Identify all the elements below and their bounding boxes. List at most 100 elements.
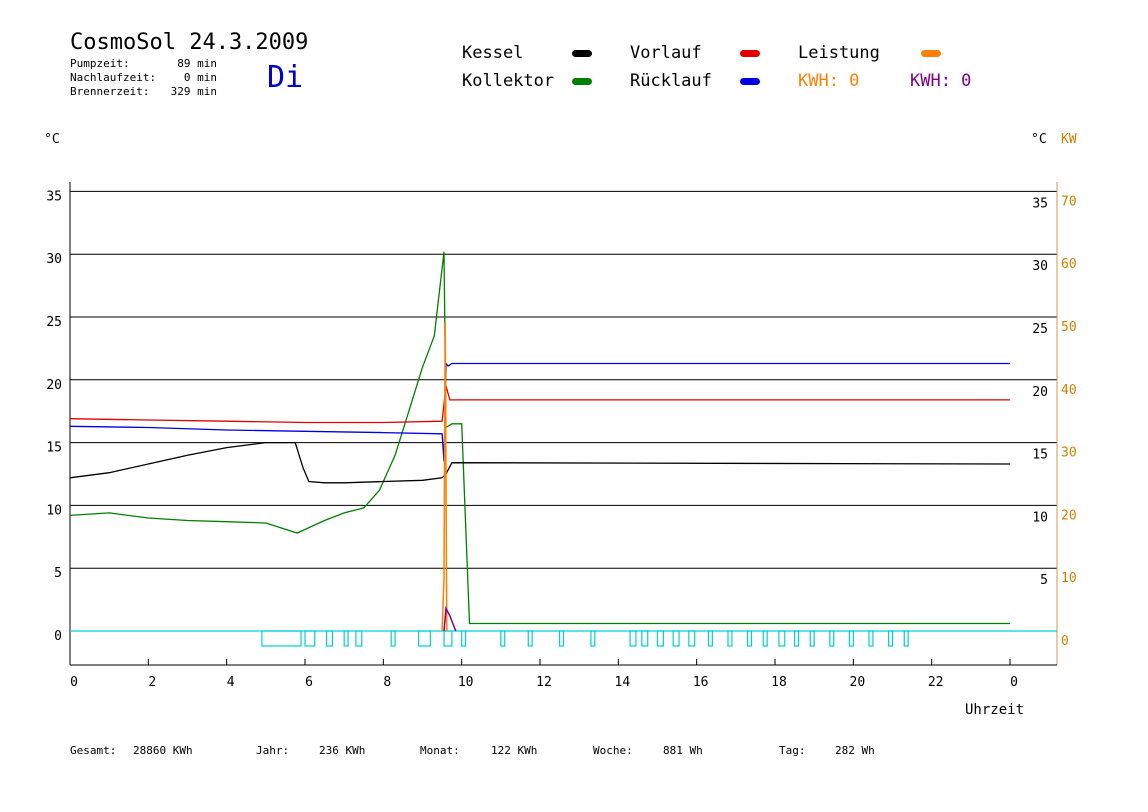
y-tick-label: 20 [46, 378, 62, 393]
series-line-rücklauf [69, 361, 1010, 462]
pump-period-mark [590, 630, 596, 647]
pump-period-mark [558, 630, 565, 647]
pump-period-mark [903, 630, 909, 647]
series-line-kessel [69, 441, 1011, 484]
series-line-vorlauf [69, 385, 1010, 424]
pump-period-mark [887, 630, 894, 647]
y-tick-label: 25 [46, 315, 62, 330]
x-tick-label: 10 [458, 675, 474, 690]
pump-period-mark [868, 630, 874, 647]
pump-period-mark [656, 630, 664, 647]
y2-axis-label: KW [1061, 132, 1077, 147]
footer-label-jahr: Jahr: [256, 744, 290, 757]
legend-label-kollektor: Kollektor [462, 71, 555, 91]
y-tick-label-right: 25 [1032, 322, 1048, 337]
page-title: CosmoSol 24.3.2009 [70, 30, 309, 55]
y2-tick-label: 60 [1061, 257, 1077, 272]
x-tick-label: 0 [1010, 675, 1018, 690]
y-axis-label-right: °C [1031, 132, 1047, 147]
footer-label-woche: Woche: [593, 744, 633, 757]
info-label-pumpzeit: Pumpzeit: [70, 57, 130, 70]
x-tick-label: 4 [227, 675, 235, 690]
footer-label-monat: Monat: [420, 744, 460, 757]
y2-tick-label: 50 [1061, 320, 1077, 335]
info-value-brennerzeit: 329 min [170, 85, 217, 98]
y-tick-label-right: 10 [1032, 510, 1048, 525]
x-tick-label: 22 [928, 675, 944, 690]
x-tick-label: 18 [771, 675, 787, 690]
footer-value-gesamt: 28860 KWh [133, 744, 193, 757]
series-line-kollektor [69, 251, 1010, 625]
y2-tick-label: 0 [1061, 634, 1069, 649]
pump-period-mark [672, 630, 680, 647]
legend-label-ruecklauf: Rücklauf [630, 71, 712, 91]
info-value-pumpzeit: 89 min [177, 57, 217, 70]
pump-period-mark [461, 630, 467, 647]
pump-period-mark [417, 630, 431, 647]
y-tick-label: 35 [46, 189, 62, 204]
pump-period-mark [325, 630, 334, 647]
pump-period-mark [809, 630, 815, 647]
legend-label-vorlauf: Vorlauf [630, 43, 702, 63]
y-axis-label-left: °C [44, 132, 60, 147]
legend-swatch-leistung [921, 50, 941, 57]
y2-tick-label: 10 [1061, 571, 1077, 586]
pump-period-mark [707, 630, 713, 647]
pump-period-mark [848, 630, 854, 647]
y-tick-label-right: 5 [1040, 573, 1048, 588]
info-label-brennerzeit: Brennerzeit: [70, 85, 150, 98]
y2-tick-label: 20 [1061, 508, 1077, 523]
y2-tick-label: 30 [1061, 446, 1077, 461]
pump-period-mark [355, 630, 363, 647]
pump-period-mark [727, 630, 733, 647]
spike-line-kwh [443, 605, 457, 632]
pump-period-mark [390, 630, 396, 647]
x-axis-label: Uhrzeit [965, 702, 1024, 718]
legend-label-kessel: Kessel [462, 43, 524, 63]
pump-period-mark [688, 630, 696, 647]
y-tick-label: 5 [54, 566, 62, 581]
y2-tick-label: 70 [1061, 194, 1077, 209]
footer-value-monat: 122 KWh [491, 744, 538, 757]
legend-label-leistung: Leistung [798, 43, 880, 63]
pump-period-mark [641, 630, 649, 647]
x-tick-label: 16 [693, 675, 709, 690]
y-tick-label-right: 35 [1032, 196, 1048, 211]
x-tick-label: 6 [305, 675, 313, 690]
pump-period-mark [793, 630, 800, 647]
legend-swatch-vorlauf [740, 50, 760, 57]
x-tick-label: 12 [536, 675, 552, 690]
spike-line-leistung [441, 321, 448, 632]
y-tick-label-right: 15 [1032, 448, 1048, 463]
footer-label-tag: Tag: [779, 744, 806, 757]
pump-period-mark [829, 630, 835, 647]
y-tick-label: 15 [46, 441, 62, 456]
x-tick-label: 2 [148, 675, 156, 690]
x-tick-label: 20 [850, 675, 866, 690]
legend-swatch-ruecklauf [740, 78, 760, 85]
x-tick-label: 8 [383, 675, 391, 690]
y-tick-label: 10 [46, 503, 62, 518]
y-tick-label-right: 30 [1032, 259, 1048, 274]
legend-kwh-purple: KWH: 0 [910, 71, 972, 91]
pump-period-mark [629, 630, 637, 647]
info-label-nachlaufzeit: Nachlaufzeit: [70, 71, 157, 84]
pump-period-mark [443, 630, 453, 647]
footer-value-jahr: 236 KWh [319, 744, 366, 757]
legend-swatch-kessel [572, 50, 592, 57]
pump-period-mark [746, 630, 753, 647]
x-tick-label: 0 [70, 675, 78, 690]
pump-period-mark [500, 630, 506, 647]
x-tick-label: 14 [615, 675, 631, 690]
legend-kwh-orange: KWH: 0 [798, 71, 860, 91]
footer-value-woche: 881 Wh [663, 744, 703, 757]
pump-period-mark [762, 630, 768, 647]
legend-swatch-kollektor [572, 78, 592, 85]
info-value-nachlaufzeit: 0 min [183, 71, 217, 84]
y2-tick-label: 40 [1061, 383, 1077, 398]
footer-label-gesamt: Gesamt: [70, 744, 117, 757]
weekday-label: Di [267, 60, 304, 95]
y-tick-label: 0 [54, 629, 62, 644]
footer-value-tag: 282 Wh [835, 744, 875, 757]
